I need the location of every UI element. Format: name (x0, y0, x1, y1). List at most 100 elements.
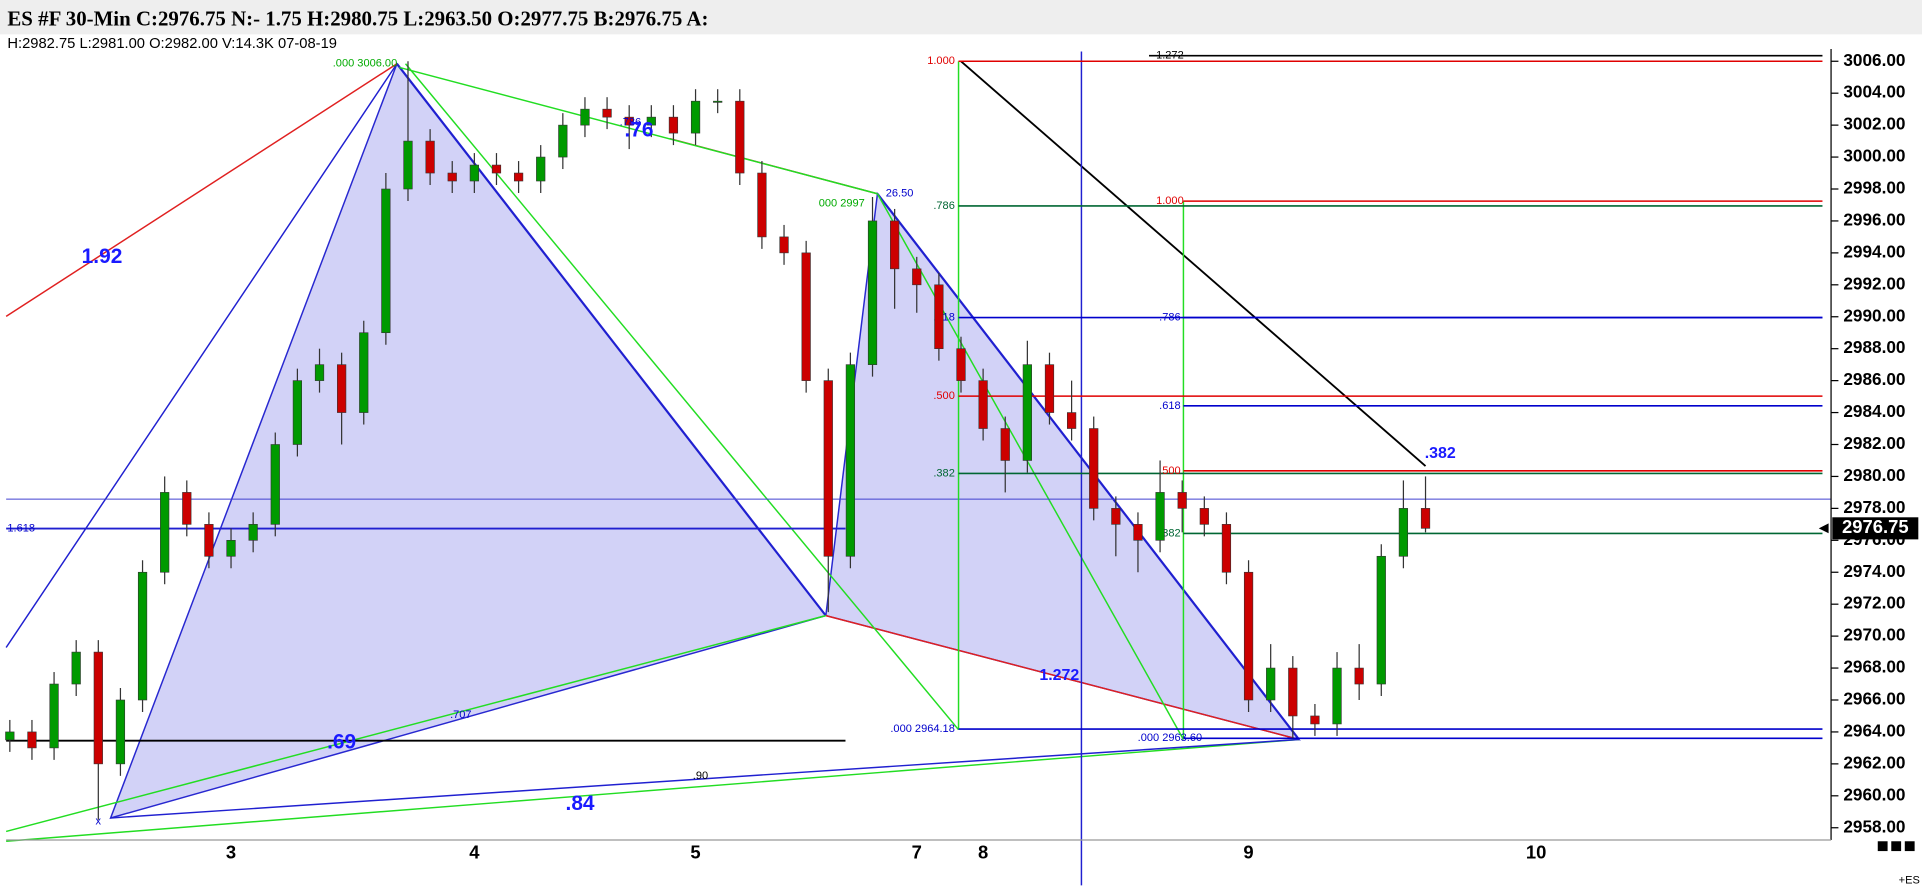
y-tick-label: 2998.00 (1843, 178, 1905, 198)
candle-body (845, 364, 856, 557)
y-tick-label: 2964.00 (1843, 720, 1905, 740)
pattern-line (876, 193, 1185, 740)
annotation: .84 (566, 792, 595, 815)
annotation: 1.618 (7, 522, 35, 534)
candle-body (49, 683, 59, 749)
candle-body (801, 252, 811, 381)
candle-body (1354, 667, 1364, 685)
candle-body (71, 651, 81, 685)
pattern-line (5, 63, 398, 318)
annotation: .90 (693, 770, 708, 782)
pattern-overlay (5, 51, 1832, 886)
fib-label: 1.000 (1156, 195, 1184, 207)
pattern-line (825, 614, 1300, 741)
candle-body (270, 444, 280, 525)
candle-body (890, 220, 900, 270)
fib-label: .618 (933, 311, 955, 323)
candle-body (757, 172, 767, 238)
fib-levels: 1.000 .786 .618 .500 .382 .000 2964.18 1.272 1.… (890, 50, 1823, 744)
candle-body (403, 140, 413, 190)
candle-body (314, 364, 325, 381)
symbol-tag: +ES (1899, 874, 1920, 886)
candle-body (182, 492, 192, 525)
chart-title: ES #F 30-Min C:2976.75 N:- 1.75 H:2980.7… (7, 7, 708, 31)
candle-body (735, 100, 745, 174)
candle-body (558, 124, 568, 158)
y-tick-label: 2966.00 (1843, 689, 1905, 709)
y-tick-label: 2986.00 (1843, 369, 1905, 389)
annotation: .000 3006.00 (333, 58, 397, 70)
fib-label: 1.272 (1156, 50, 1184, 62)
candle-body (1266, 667, 1276, 701)
last-price-box (1832, 517, 1919, 540)
candle-body (646, 116, 656, 126)
y-tick-label: 3000.00 (1843, 146, 1905, 166)
y-tick-label: 2958.00 (1843, 816, 1905, 836)
chart-subtitle: H:2982.75 L:2981.00 O:2982.00 V:14.3K 07… (7, 36, 337, 52)
candle-body (1066, 412, 1077, 429)
fib-label: .000 2963.60 (1138, 732, 1202, 744)
x-tick-label: 3 (226, 841, 236, 862)
y-tick-label: 2984.00 (1843, 401, 1905, 421)
y-tick-label: 2978.00 (1843, 497, 1905, 517)
candle-body (978, 380, 988, 429)
candle-body (469, 164, 479, 182)
candle-body (713, 100, 723, 103)
x-tick-label: 8 (978, 841, 988, 862)
candle-body (292, 380, 303, 445)
x-tick-label: 4 (469, 841, 480, 862)
last-price-marker: 2976.75 (1818, 516, 1919, 540)
pattern-line (6, 738, 1300, 843)
x-tick-label: 5 (690, 841, 700, 862)
candle-body (248, 524, 258, 541)
candle-body (690, 100, 701, 134)
candle-body (447, 172, 457, 182)
candle-body (1221, 524, 1232, 573)
pattern-line (876, 193, 1300, 741)
candle-body (1288, 667, 1298, 717)
candle-body (934, 284, 944, 349)
window-icon[interactable] (1891, 841, 1902, 852)
annotation: 1.272 (1039, 667, 1079, 684)
y-tick-label: 2992.00 (1843, 273, 1905, 293)
candle-body (5, 731, 15, 741)
candle-body (1022, 364, 1032, 461)
time-axis: 3 4 5 7 8 9 10 (226, 841, 1546, 862)
y-tick-label: 3002.00 (1843, 114, 1905, 134)
candle-body (1111, 508, 1121, 525)
annotations: 1.92.786.761.618.69.707.90.841.272.382.0… (7, 58, 1456, 828)
y-tick-label: 2968.00 (1843, 657, 1905, 677)
candle-body (513, 172, 524, 182)
x-tick-label: 10 (1526, 841, 1547, 862)
candle-body (624, 116, 634, 126)
candle-body (359, 332, 369, 413)
candle-body (912, 268, 922, 286)
candle-body (1332, 667, 1342, 725)
candle-body (1177, 492, 1187, 509)
candle-body (580, 108, 590, 126)
candle-body (381, 188, 391, 334)
candle-body (115, 699, 126, 765)
pattern-line (5, 614, 827, 833)
candle-body (867, 220, 878, 365)
y-tick-label: 2970.00 (1843, 625, 1905, 645)
candle-body (137, 571, 148, 701)
fib-label: .382 (933, 467, 955, 479)
candle-body (226, 540, 236, 557)
candle-body (93, 651, 103, 765)
pattern-line (404, 63, 960, 731)
candle-body (204, 524, 214, 557)
candle-body (1044, 364, 1055, 413)
annotation: .76 (625, 119, 654, 142)
candle-body (602, 108, 612, 118)
candle-body (1420, 508, 1431, 529)
last-price-arrow (1818, 523, 1829, 534)
candle-body (1310, 715, 1320, 725)
y-tick-label: 3006.00 (1843, 50, 1905, 70)
fib-label: .382 (1159, 527, 1181, 539)
candle-body (27, 731, 37, 749)
window-icon[interactable] (1877, 841, 1888, 852)
window-icon[interactable] (1904, 841, 1915, 852)
candle-body (1133, 524, 1143, 541)
